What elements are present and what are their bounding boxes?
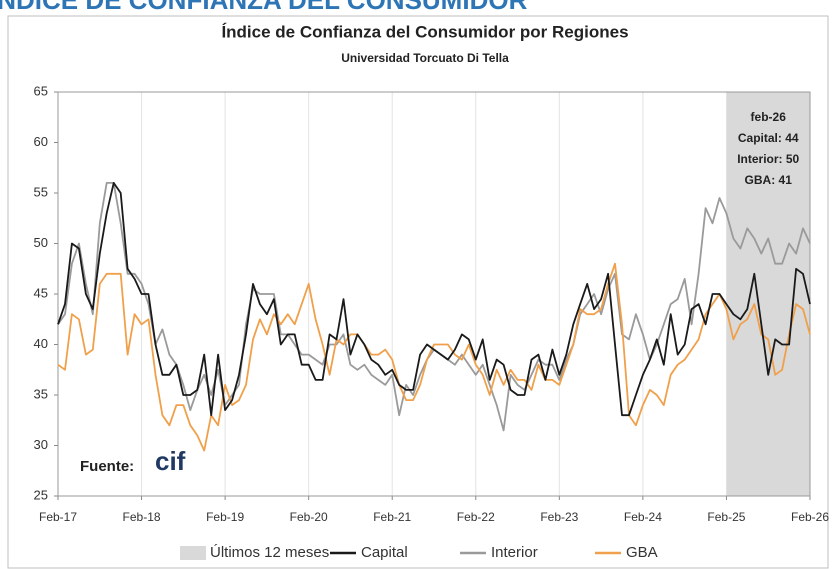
chart-frame: [7, 15, 829, 569]
legend-label: Capital: [361, 544, 408, 561]
annotation: feb-26: [751, 110, 787, 124]
x-tick-label: Feb-17: [39, 510, 77, 524]
x-tick-label: Feb-24: [624, 510, 662, 524]
y-tick-label: 30: [34, 437, 48, 452]
series-line: [57, 182, 811, 432]
series-line: [57, 262, 811, 452]
y-tick-label: 25: [34, 487, 48, 502]
y-tick-label: 60: [34, 134, 48, 149]
source-logo: cif: [155, 446, 186, 476]
source-label: Fuente:: [80, 458, 134, 475]
plot-border: [57, 91, 811, 497]
y-tick-label: 45: [34, 285, 48, 300]
annotation: GBA: 41: [745, 173, 793, 187]
legend-label: Últimos 12 meses: [210, 544, 329, 561]
x-tick-label: Feb-20: [290, 510, 328, 524]
page-header: ÍNDICE DE CONFIANZA DEL CONSUMIDOR: [0, 0, 528, 15]
annotation: Interior: 50: [737, 152, 799, 166]
y-tick-label: 35: [34, 386, 48, 401]
x-tick-label: Feb-23: [540, 510, 578, 524]
x-tick-label: Feb-26: [791, 510, 829, 524]
x-tick-label: Feb-25: [707, 510, 745, 524]
legend-label: GBA: [626, 544, 658, 561]
chart-title: Índice de Confianza del Consumidor por R…: [221, 22, 628, 41]
series-line: [57, 182, 811, 417]
x-tick-label: Feb-21: [373, 510, 411, 524]
x-tick-label: Feb-18: [123, 510, 161, 524]
y-tick-label: 65: [34, 83, 48, 98]
chart-subtitle: Universidad Torcuato Di Tella: [341, 51, 509, 65]
y-tick-label: 50: [34, 235, 48, 250]
shaded-period: [726, 92, 810, 496]
y-tick-label: 40: [34, 336, 48, 351]
legend-swatch: [180, 546, 206, 560]
x-tick-label: Feb-22: [457, 510, 495, 524]
annotation: Capital: 44: [738, 131, 799, 145]
y-tick-label: 55: [34, 184, 48, 199]
x-tick-label: Feb-19: [206, 510, 244, 524]
legend-label: Interior: [491, 544, 538, 561]
